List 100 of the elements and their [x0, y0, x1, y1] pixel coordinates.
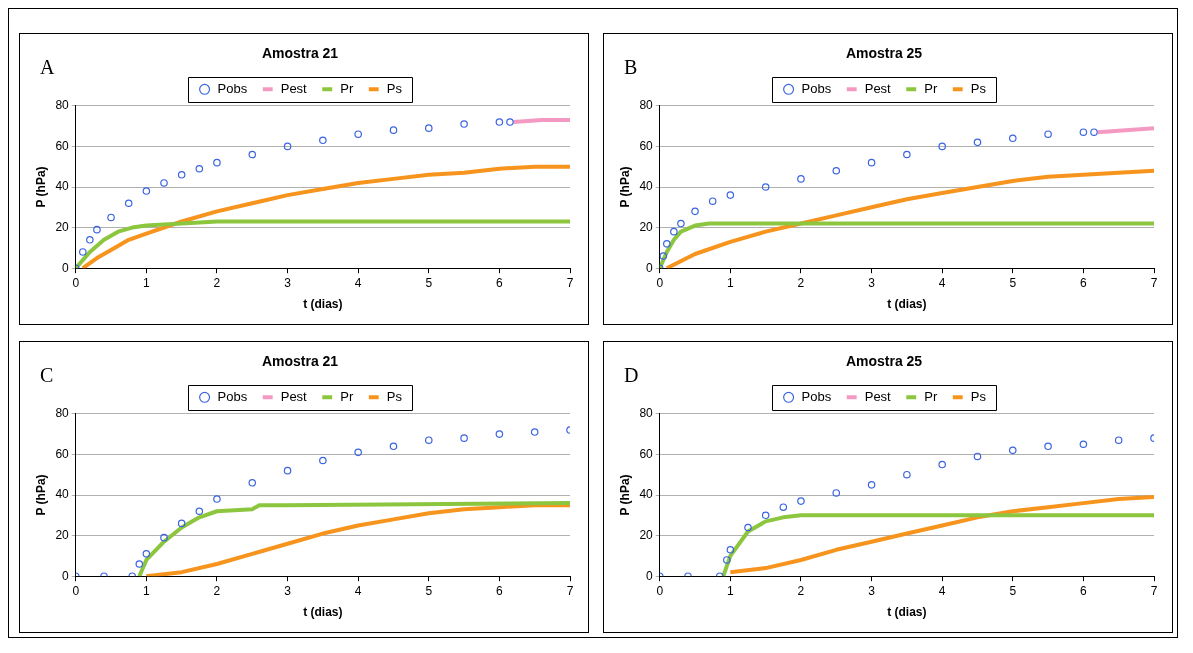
point — [659, 252, 668, 260]
point — [1008, 446, 1017, 455]
chart-title: Amostra 25 — [845, 353, 923, 370]
point — [135, 560, 144, 568]
point — [93, 225, 101, 234]
point — [354, 448, 362, 457]
y-tick-label: 80 — [639, 406, 654, 421]
x-tick-label: 4 — [938, 583, 946, 598]
x-tick-label: 3 — [868, 583, 876, 598]
point — [283, 142, 292, 151]
y-tick-label: 40 — [55, 487, 70, 502]
point — [177, 519, 186, 528]
y-tick-label: 0 — [646, 568, 654, 583]
y-axis-title: P (hPa) — [33, 166, 48, 208]
point — [973, 138, 982, 147]
y-tick-label: 60 — [639, 446, 654, 461]
point — [973, 452, 982, 461]
point — [779, 503, 788, 511]
point — [867, 481, 876, 489]
point — [79, 248, 87, 256]
point — [177, 171, 186, 179]
legend-label: Pest — [864, 80, 892, 96]
x-tick-label: 5 — [425, 275, 433, 290]
point — [938, 460, 946, 469]
y-tick-label: 0 — [62, 568, 70, 583]
point — [460, 434, 468, 442]
legend-label: Pr — [924, 80, 938, 96]
x-tick-label: 5 — [425, 583, 433, 598]
y-axis-title: P (hPa) — [33, 474, 48, 516]
point — [726, 191, 735, 199]
point — [1079, 440, 1088, 449]
point — [797, 497, 805, 505]
y-tick-label: 20 — [639, 527, 654, 542]
legend-label: Ps — [386, 80, 403, 96]
legend-label: Pr — [340, 80, 354, 96]
x-tick-label: 1 — [727, 583, 735, 598]
legend-label: Pest — [280, 80, 308, 96]
point — [797, 175, 805, 183]
point — [389, 126, 398, 134]
x-tick-label: 7 — [1150, 583, 1158, 598]
x-tick-label: 7 — [566, 583, 574, 598]
point — [670, 227, 678, 236]
x-tick-label: 1 — [143, 275, 151, 290]
point — [761, 183, 770, 191]
y-tick-label: 40 — [639, 487, 654, 502]
chart-title: Amostra 21 — [261, 45, 339, 62]
point — [195, 164, 204, 173]
legend-label: Ps — [386, 388, 403, 404]
chart-title: Amostra 21 — [261, 353, 339, 370]
x-tick-label: 7 — [1150, 275, 1158, 290]
point — [867, 158, 876, 167]
x-tick-label: 0 — [656, 275, 664, 290]
x-tick-label: 7 — [566, 275, 574, 290]
y-tick-label: 40 — [639, 179, 654, 194]
point — [495, 430, 504, 438]
y-tick-label: 80 — [55, 98, 70, 113]
point — [107, 213, 115, 222]
point — [938, 142, 946, 151]
legend-label: Pest — [864, 388, 892, 404]
y-tick-label: 80 — [639, 98, 654, 113]
point — [903, 470, 911, 479]
point — [832, 166, 841, 175]
x-tick-label: 5 — [1009, 583, 1017, 598]
y-tick-label: 20 — [55, 527, 70, 542]
point — [832, 489, 841, 497]
x-axis-title: t (dias) — [303, 297, 343, 312]
point — [248, 479, 257, 487]
point — [142, 550, 151, 558]
point — [663, 240, 671, 248]
x-tick-label: 4 — [354, 583, 362, 598]
chart-title: Amostra 25 — [845, 45, 923, 62]
x-tick-label: 6 — [496, 583, 504, 598]
legend-label: Pobs — [801, 80, 832, 96]
point — [1090, 128, 1098, 136]
legend-label: Pr — [924, 388, 938, 404]
point — [1079, 128, 1088, 136]
point — [424, 124, 433, 132]
text: D — [624, 364, 639, 387]
y-axis-title: P (hPa) — [617, 166, 632, 208]
legend-label: Pobs — [217, 80, 248, 96]
y-tick-label: 40 — [55, 179, 70, 194]
x-tick-label: 3 — [284, 583, 292, 598]
point — [283, 466, 292, 475]
point — [691, 207, 699, 216]
text: A — [40, 56, 55, 79]
point — [726, 546, 735, 554]
point — [744, 523, 752, 532]
point — [460, 120, 468, 128]
point — [903, 150, 911, 159]
text: C — [40, 364, 54, 387]
y-tick-label: 0 — [62, 260, 70, 275]
point — [195, 507, 204, 516]
point — [530, 428, 539, 436]
x-axis-title: t (dias) — [303, 605, 343, 620]
y-axis-title: P (hPa) — [617, 474, 632, 516]
y-tick-label: 60 — [55, 446, 70, 461]
x-tick-label: 2 — [213, 583, 221, 598]
point — [389, 442, 398, 451]
point — [424, 436, 433, 444]
x-axis-title: t (dias) — [887, 297, 927, 312]
